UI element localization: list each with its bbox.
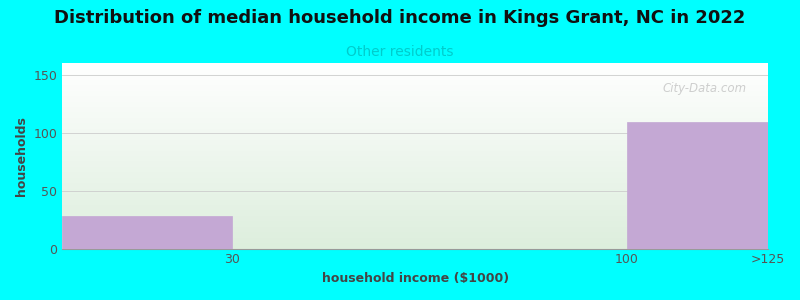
Text: Distribution of median household income in Kings Grant, NC in 2022: Distribution of median household income … <box>54 9 746 27</box>
Text: Other residents: Other residents <box>346 45 454 59</box>
Bar <box>62 216 232 249</box>
Text: City-Data.com: City-Data.com <box>662 82 746 94</box>
Bar <box>626 122 768 249</box>
Y-axis label: households: households <box>15 116 28 196</box>
X-axis label: household income ($1000): household income ($1000) <box>322 272 509 285</box>
